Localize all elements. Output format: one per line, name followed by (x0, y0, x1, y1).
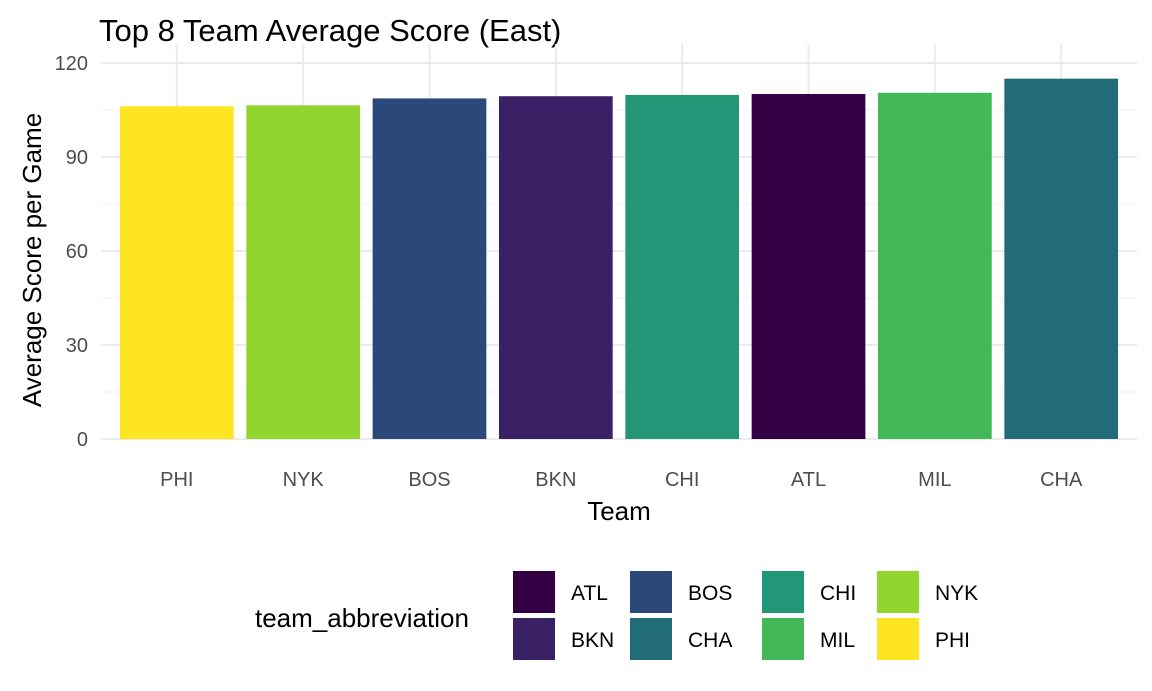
y-tick-labels: 0 30 60 90 120 (55, 53, 88, 451)
x-tick-label: PHI (160, 469, 193, 491)
legend-label: MIL (820, 629, 855, 652)
chart-title: Top 8 Team Average Score (East) (99, 13, 561, 48)
legend-item-cha: CHA (630, 618, 732, 660)
legend-key (513, 571, 555, 613)
x-tick-label: CHI (665, 469, 699, 491)
legend-key (762, 571, 804, 613)
legend-label: BKN (571, 629, 614, 652)
y-tick-label: 0 (77, 429, 88, 451)
legend-key (630, 618, 672, 660)
legend-label: CHI (820, 582, 856, 605)
y-tick-label: 90 (66, 147, 88, 169)
y-tick-label: 120 (55, 53, 88, 75)
bar-phi (119, 106, 234, 440)
legend-item-nyk: NYK (877, 571, 978, 613)
bars (119, 78, 1119, 440)
legend-label: BOS (688, 582, 732, 605)
x-tick-label: CHA (1040, 469, 1083, 491)
legend-label: CHA (688, 629, 732, 652)
bar-cha (1004, 78, 1119, 440)
legend-key (513, 618, 555, 660)
legend: team_abbreviation ATL BKN BOS CHA CHI MIL NYK P… (255, 571, 978, 660)
legend-key (630, 571, 672, 613)
legend-label: NYK (935, 582, 978, 605)
x-tick-label: BKN (535, 469, 576, 491)
x-tick-label: ATL (791, 469, 826, 491)
legend-label: ATL (571, 582, 608, 605)
legend-item-bkn: BKN (513, 618, 614, 660)
x-axis-title: Team (587, 496, 651, 526)
y-tick-label: 60 (66, 241, 88, 263)
bar-atl (751, 94, 866, 440)
bar-nyk (246, 105, 360, 440)
legend-item-bos: BOS (630, 571, 732, 613)
legend-key (877, 618, 919, 660)
y-tick-label: 30 (66, 335, 88, 357)
legend-key (762, 618, 804, 660)
x-tick-label: NYK (283, 469, 325, 491)
legend-item-atl: ATL (513, 571, 608, 613)
bar-bkn (498, 96, 613, 440)
x-tick-labels: PHI NYK BOS BKN CHI ATL MIL CHA (160, 469, 1083, 491)
bar-bos (372, 98, 487, 439)
legend-label: PHI (935, 629, 970, 652)
legend-title: team_abbreviation (255, 603, 469, 633)
x-tick-label: BOS (408, 469, 450, 491)
legend-items: ATL BKN BOS CHA CHI MIL NYK PHI (513, 571, 978, 660)
x-tick-label: MIL (918, 469, 951, 491)
legend-key (877, 571, 919, 613)
legend-item-phi: PHI (877, 618, 970, 660)
y-axis-title: Average Score per Game (17, 113, 47, 407)
legend-item-mil: MIL (762, 618, 855, 660)
legend-item-chi: CHI (762, 571, 856, 613)
bar-mil (878, 92, 992, 440)
bar-chi (625, 94, 740, 440)
